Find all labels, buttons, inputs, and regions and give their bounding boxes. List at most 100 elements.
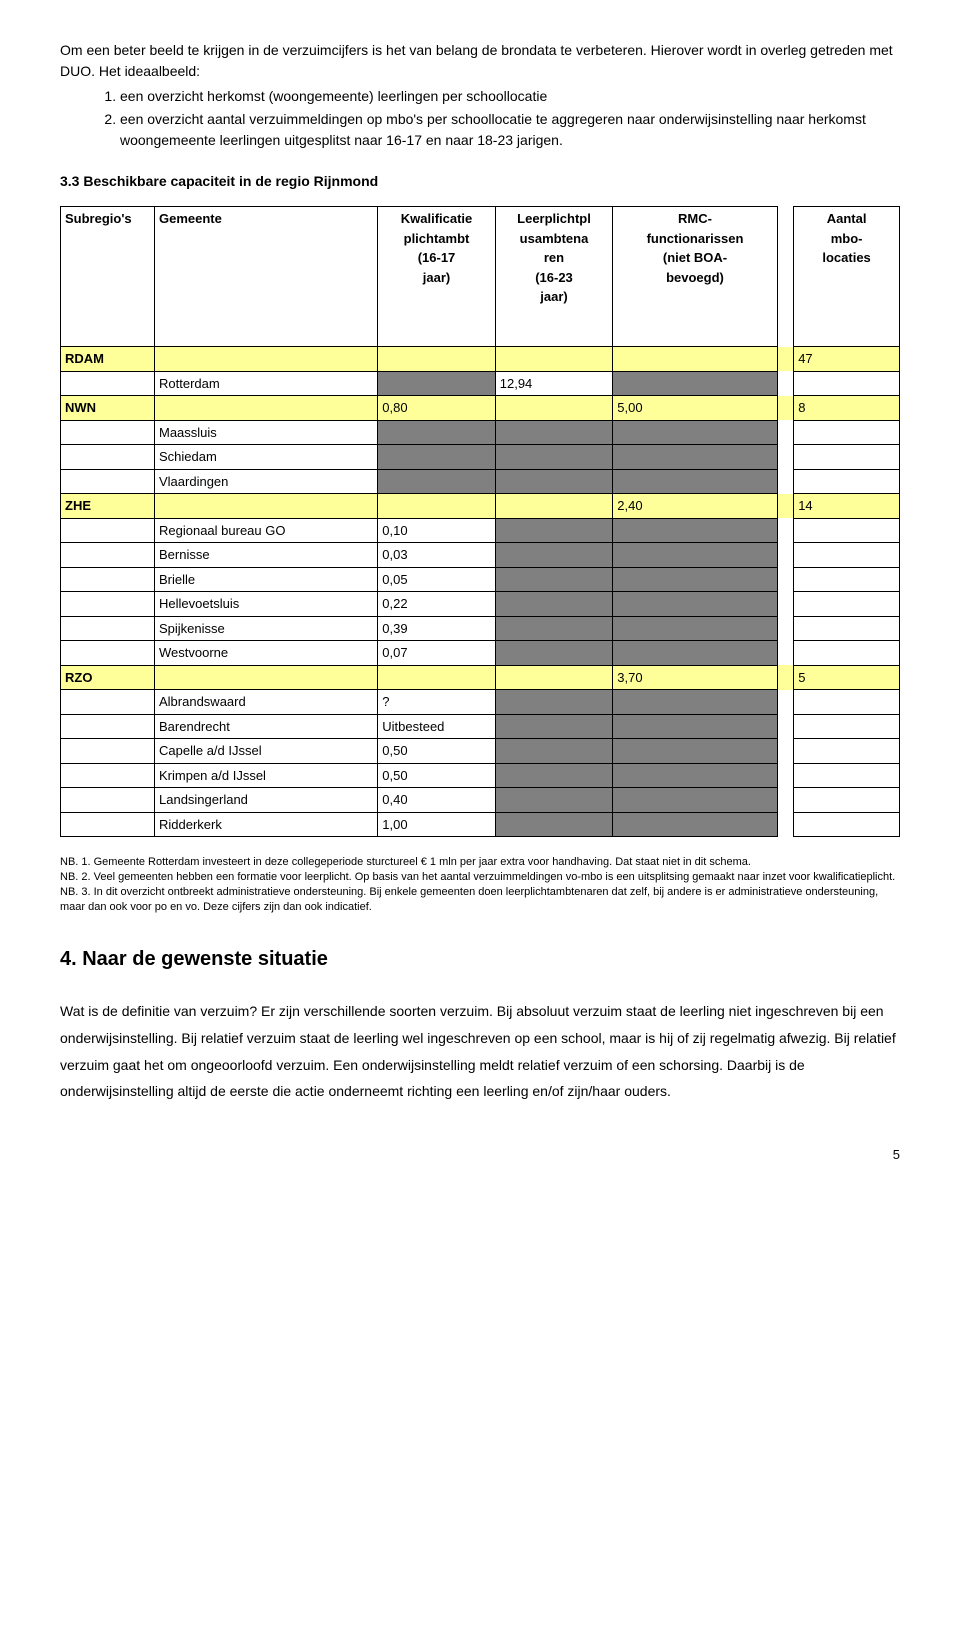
table-cell [378, 420, 496, 445]
table-cell [794, 763, 900, 788]
table-cell [794, 714, 900, 739]
table-row: ZHE 2,40 14 [61, 494, 900, 519]
table-cell [378, 445, 496, 470]
table-cell [613, 445, 778, 470]
table-cell [495, 469, 613, 494]
table-cell: NWN [61, 396, 155, 421]
table-cell: Ridderkerk [155, 812, 378, 837]
th-leerplicht: Leerplichtpl usambtena ren (16-23 jaar) [495, 207, 613, 347]
spacer-cell [777, 347, 793, 372]
table-cell: 5,00 [613, 396, 778, 421]
table-row: Hellevoetsluis0,22 [61, 592, 900, 617]
table-row: NWN0,805,008 [61, 396, 900, 421]
table-cell [495, 518, 613, 543]
table-row: Vlaardingen [61, 469, 900, 494]
spacer-cell [777, 665, 793, 690]
section-4-body: Wat is de definitie van verzuim? Er zijn… [60, 998, 900, 1104]
intro-list: een overzicht herkomst (woongemeente) le… [60, 86, 900, 151]
spacer-cell [777, 396, 793, 421]
table-cell: Vlaardingen [155, 469, 378, 494]
table-cell [613, 420, 778, 445]
table-cell: 0,03 [378, 543, 496, 568]
table-cell [613, 739, 778, 764]
table-cell [613, 690, 778, 715]
table-row: Schiedam [61, 445, 900, 470]
table-cell [61, 518, 155, 543]
table-cell [794, 812, 900, 837]
table-cell [61, 567, 155, 592]
table-cell: Maassluis [155, 420, 378, 445]
heading-4: 4. Naar de gewenste situatie [60, 944, 900, 974]
table-cell: Spijkenisse [155, 616, 378, 641]
table-cell: ZHE [61, 494, 155, 519]
list-item: een overzicht aantal verzuimmeldingen op… [120, 109, 900, 151]
table-cell [794, 592, 900, 617]
table-cell [61, 469, 155, 494]
table-row: Spijkenisse0,39 [61, 616, 900, 641]
table-cell: 14 [794, 494, 900, 519]
table-cell: 47 [794, 347, 900, 372]
table-cell: RDAM [61, 347, 155, 372]
table-cell [495, 494, 613, 519]
table-cell: Uitbesteed [378, 714, 496, 739]
table-cell [613, 371, 778, 396]
table-cell [61, 641, 155, 666]
table-cell [495, 665, 613, 690]
table-cell [613, 543, 778, 568]
table-cell [495, 739, 613, 764]
table-cell [378, 371, 496, 396]
table-cell [794, 543, 900, 568]
table-cell [378, 494, 496, 519]
table-cell: Hellevoetsluis [155, 592, 378, 617]
table-cell [155, 347, 378, 372]
spacer-cell [777, 616, 793, 641]
table-cell [61, 763, 155, 788]
table-row: Krimpen a/d IJssel0,50 [61, 763, 900, 788]
table-cell [495, 592, 613, 617]
table-cell [495, 763, 613, 788]
section-title-3-3: 3.3 Beschikbare capaciteit in de regio R… [60, 171, 900, 192]
spacer-cell [777, 420, 793, 445]
th-kwalificatie: Kwalificatie plichtambt (16-17 jaar) [378, 207, 496, 347]
table-cell: Rotterdam [155, 371, 378, 396]
table-row: Ridderkerk1,00 [61, 812, 900, 837]
table-cell: 0,50 [378, 763, 496, 788]
table-cell [495, 445, 613, 470]
table-cell [794, 567, 900, 592]
table-row: Regionaal bureau GO0,10 [61, 518, 900, 543]
table-cell [794, 641, 900, 666]
table-cell [794, 518, 900, 543]
table-cell [794, 371, 900, 396]
table-cell [613, 592, 778, 617]
table-cell [61, 739, 155, 764]
spacer-cell [777, 469, 793, 494]
table-cell: ? [378, 690, 496, 715]
table-cell: Krimpen a/d IJssel [155, 763, 378, 788]
table-row: Capelle a/d IJssel0,50 [61, 739, 900, 764]
table-row: BarendrechtUitbesteed [61, 714, 900, 739]
table-cell: Capelle a/d IJssel [155, 739, 378, 764]
table-cell [495, 347, 613, 372]
table-cell: 0,50 [378, 739, 496, 764]
table-cell [61, 445, 155, 470]
table-cell [613, 714, 778, 739]
table-cell [613, 347, 778, 372]
table-row: Bernisse0,03 [61, 543, 900, 568]
table-cell: Schiedam [155, 445, 378, 470]
table-row: RDAM 47 [61, 347, 900, 372]
table-cell [495, 714, 613, 739]
note-2: NB. 2. Veel gemeenten hebben een formati… [60, 870, 900, 885]
spacer-cell [777, 641, 793, 666]
table-row: Rotterdam12,94 [61, 371, 900, 396]
table-cell [495, 543, 613, 568]
table-cell [61, 616, 155, 641]
table-cell [61, 592, 155, 617]
table-cell [613, 812, 778, 837]
table-cell [794, 616, 900, 641]
table-cell: 0,05 [378, 567, 496, 592]
table-cell [495, 812, 613, 837]
table-cell [495, 616, 613, 641]
table-cell [378, 469, 496, 494]
spacer-cell [777, 518, 793, 543]
table-cell: 2,40 [613, 494, 778, 519]
